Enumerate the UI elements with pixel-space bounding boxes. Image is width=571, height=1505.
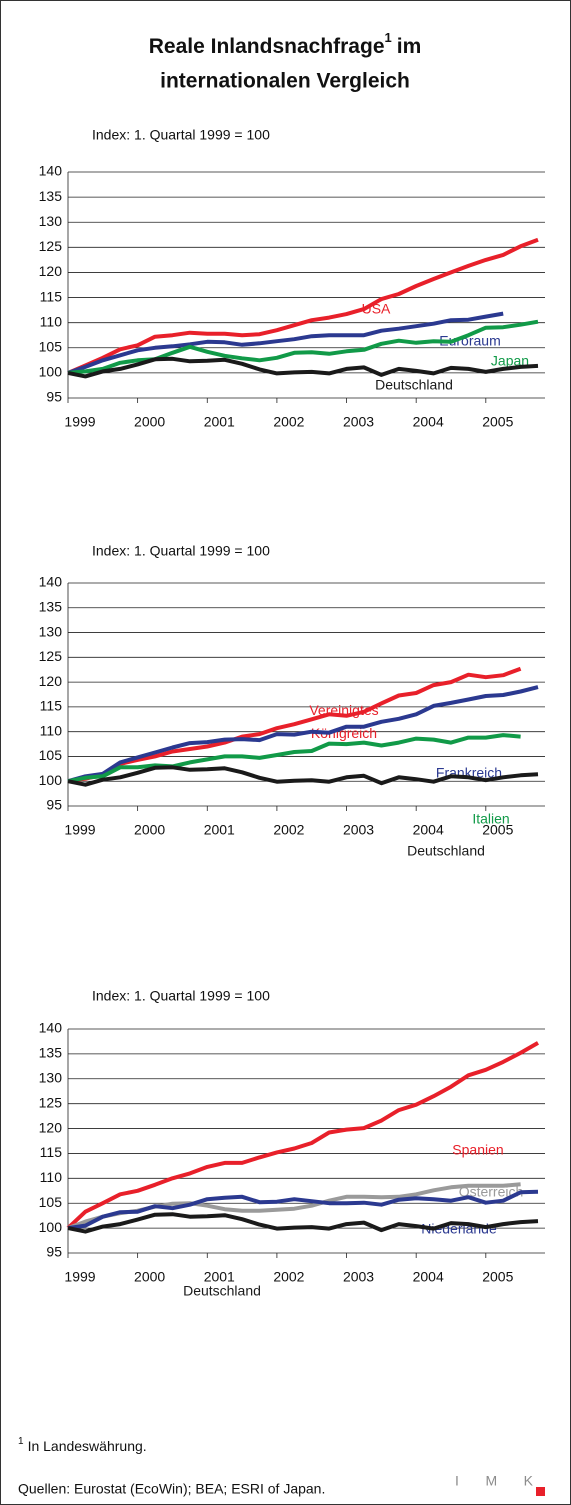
x-tick-label: 2000 bbox=[134, 1269, 165, 1285]
series-label-line: Königreich bbox=[311, 725, 377, 741]
x-tick-label: 2004 bbox=[413, 822, 444, 838]
series-label: Deutschland bbox=[183, 1283, 261, 1299]
x-tick-label: 2004 bbox=[413, 414, 444, 430]
chart-subtitle: Index: 1. Quartal 1999 = 100 bbox=[92, 127, 270, 143]
x-tick-label: 1999 bbox=[64, 1269, 95, 1285]
series-label: Österreich bbox=[459, 1183, 524, 1200]
y-tick-label: 95 bbox=[46, 1244, 62, 1260]
y-tick-label: 140 bbox=[39, 574, 63, 590]
y-tick-label: 120 bbox=[39, 673, 63, 689]
y-tick-label: 125 bbox=[39, 238, 63, 254]
x-tick-label: 2002 bbox=[273, 414, 304, 430]
y-tick-label: 120 bbox=[39, 263, 63, 279]
y-tick-label: 130 bbox=[39, 1069, 63, 1085]
x-tick-label: 2003 bbox=[343, 414, 374, 430]
title-end: im bbox=[397, 35, 422, 58]
series-line bbox=[67, 765, 539, 787]
x-tick-label: 2002 bbox=[273, 822, 304, 838]
footnote-mark: 1 bbox=[18, 1436, 24, 1447]
y-tick-label: 100 bbox=[39, 772, 63, 788]
series-label: Deutschland bbox=[375, 377, 453, 393]
series-line bbox=[67, 685, 539, 784]
x-tick-label: 2000 bbox=[134, 822, 165, 838]
y-tick-label: 140 bbox=[39, 163, 63, 179]
y-tick-label: 130 bbox=[39, 623, 63, 639]
x-tick-label: 2005 bbox=[482, 822, 513, 838]
y-tick-label: 130 bbox=[39, 213, 63, 229]
series-label: Deutschland bbox=[407, 843, 485, 859]
footnote: 1 In Landeswährung. bbox=[18, 1436, 147, 1454]
series-line bbox=[67, 356, 539, 379]
series-line bbox=[67, 1212, 539, 1234]
logo-dot bbox=[536, 1487, 545, 1496]
y-tick-label: 115 bbox=[40, 698, 63, 714]
series-line bbox=[66, 1041, 539, 1230]
chart-subtitle: Index: 1. Quartal 1999 = 100 bbox=[92, 543, 270, 559]
x-tick-label: 2005 bbox=[482, 1269, 513, 1285]
x-tick-label: 2001 bbox=[204, 822, 235, 838]
y-tick-label: 110 bbox=[40, 313, 63, 329]
series-label: Euroraum bbox=[439, 333, 500, 349]
series-line bbox=[67, 733, 521, 784]
series-line bbox=[67, 666, 522, 784]
series-line bbox=[67, 1189, 539, 1231]
y-tick-label: 135 bbox=[39, 598, 63, 614]
title: Reale Inlandsnachfrage bbox=[149, 35, 385, 58]
series-line bbox=[67, 311, 504, 375]
y-tick-label: 110 bbox=[40, 1169, 63, 1185]
sources: Quellen: Eurostat (EcoWin); BEA; ESRI of… bbox=[18, 1481, 325, 1497]
y-tick-label: 115 bbox=[40, 288, 63, 304]
series-label: Japan bbox=[491, 353, 529, 369]
series-label: USA bbox=[362, 301, 391, 317]
y-tick-label: 105 bbox=[39, 747, 63, 763]
y-tick-label: 95 bbox=[46, 389, 62, 405]
x-tick-label: 1999 bbox=[64, 414, 95, 430]
x-tick-label: 2005 bbox=[482, 414, 513, 430]
series-label: Spanien bbox=[452, 1142, 503, 1158]
series-label: Vereinigtes Königreich bbox=[309, 702, 378, 741]
y-tick-label: 140 bbox=[39, 1020, 63, 1036]
x-tick-label: 2001 bbox=[204, 414, 235, 430]
y-tick-label: 125 bbox=[39, 648, 63, 664]
y-tick-label: 110 bbox=[40, 722, 63, 738]
y-tick-label: 120 bbox=[39, 1119, 63, 1135]
y-tick-label: 95 bbox=[46, 797, 62, 813]
series-label: Italien bbox=[472, 811, 509, 827]
y-tick-label: 100 bbox=[39, 1219, 63, 1235]
y-tick-label: 135 bbox=[39, 188, 63, 204]
x-tick-label: 2003 bbox=[343, 1269, 374, 1285]
title-line-2: internationalen Vergleich bbox=[160, 70, 410, 93]
y-tick-label: 105 bbox=[39, 1194, 63, 1210]
y-tick-label: 125 bbox=[39, 1094, 63, 1110]
x-tick-label: 2002 bbox=[273, 1269, 304, 1285]
chart-subtitle: Index: 1. Quartal 1999 = 100 bbox=[92, 988, 270, 1004]
x-tick-label: 2003 bbox=[343, 822, 374, 838]
series-label-line: Vereinigtes bbox=[309, 702, 378, 718]
y-tick-label: 135 bbox=[39, 1045, 63, 1061]
title-line-1: Reale Inlandsnachfrage1 im bbox=[149, 30, 422, 57]
x-tick-label: 1999 bbox=[64, 822, 95, 838]
title-footnote-mark: 1 bbox=[385, 30, 392, 45]
x-tick-label: 2001 bbox=[204, 1269, 235, 1285]
footnote-text: In Landeswährung. bbox=[28, 1438, 147, 1454]
y-tick-label: 115 bbox=[40, 1144, 63, 1160]
y-tick-label: 100 bbox=[39, 364, 63, 380]
x-tick-label: 2004 bbox=[413, 1269, 444, 1285]
series-line bbox=[67, 237, 539, 375]
x-tick-label: 2000 bbox=[134, 414, 165, 430]
y-tick-label: 105 bbox=[39, 338, 63, 354]
